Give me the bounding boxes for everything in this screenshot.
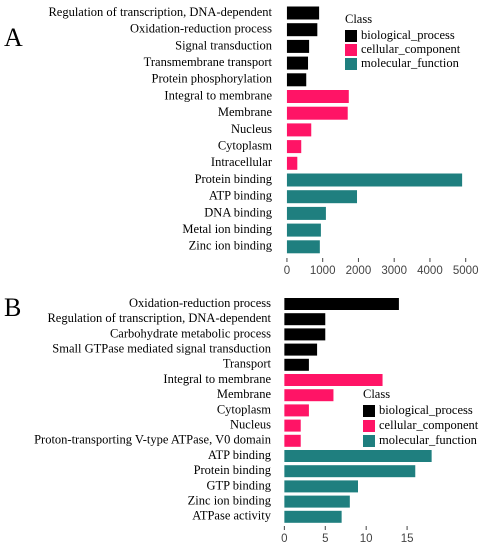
y-tick-label: DNA binding bbox=[204, 205, 272, 219]
y-tick-label: Regulation of transcription, DNA-depende… bbox=[48, 5, 272, 19]
bar bbox=[286, 223, 321, 237]
legend-label: cellular_component bbox=[379, 418, 479, 432]
bar bbox=[284, 419, 301, 432]
y-tick-label: Cytoplasm bbox=[218, 138, 272, 152]
y-tick-label: Protein binding bbox=[194, 463, 272, 477]
y-tick-label: Oxidation-reduction process bbox=[129, 296, 271, 310]
bar bbox=[284, 374, 383, 386]
bar bbox=[286, 206, 326, 220]
bar bbox=[286, 156, 298, 170]
y-tick-label: ATP binding bbox=[208, 448, 272, 462]
legend-label: biological_process bbox=[379, 403, 473, 417]
y-tick-label: Signal transduction bbox=[175, 38, 273, 52]
y-tick-label: Metal ion binding bbox=[182, 222, 272, 236]
y-tick-label: Protein phosphorylation bbox=[152, 72, 273, 86]
bar bbox=[284, 510, 342, 523]
bar bbox=[284, 495, 350, 508]
bar bbox=[286, 73, 307, 87]
x-tick-label: 0 bbox=[281, 533, 287, 545]
legend-label: biological_process bbox=[361, 28, 455, 42]
bar bbox=[284, 404, 309, 417]
y-tick-label: Zinc ion binding bbox=[189, 239, 273, 253]
legend-title: Class bbox=[345, 12, 372, 26]
legend-label: molecular_function bbox=[361, 56, 460, 70]
y-tick-label: Carbohydrate metabolic process bbox=[110, 326, 271, 340]
legend-swatch bbox=[345, 58, 357, 70]
panel-label: A bbox=[4, 23, 23, 52]
bar bbox=[286, 140, 302, 154]
bar bbox=[284, 465, 416, 478]
y-tick-label: Nucleus bbox=[230, 417, 271, 431]
y-tick-label: Integral to membrane bbox=[164, 88, 272, 102]
y-tick-label: Nucleus bbox=[231, 122, 272, 136]
bar bbox=[284, 358, 309, 371]
bar bbox=[284, 480, 358, 493]
y-tick-label: Protein binding bbox=[195, 172, 273, 186]
legend-swatch bbox=[363, 420, 375, 432]
y-tick-label: GTP binding bbox=[207, 478, 272, 492]
legend-title: Class bbox=[363, 387, 390, 401]
y-tick-label: Intracellular bbox=[211, 155, 273, 169]
bar bbox=[284, 298, 399, 310]
x-tick-label: 0 bbox=[284, 265, 290, 277]
bar bbox=[284, 328, 326, 341]
y-tick-label: ATP binding bbox=[209, 189, 273, 203]
x-tick-label: 2000 bbox=[346, 265, 372, 277]
x-tick-label: 10 bbox=[360, 533, 373, 545]
legend-label: cellular_component bbox=[361, 42, 461, 56]
y-tick-label: Transmembrane transport bbox=[144, 55, 273, 69]
legend-swatch bbox=[345, 44, 357, 56]
bar bbox=[284, 313, 326, 326]
y-tick-label: Cytoplasm bbox=[217, 402, 271, 416]
y-tick-label: Transport bbox=[223, 357, 272, 371]
bar bbox=[286, 123, 312, 137]
y-tick-label: Oxidation-reduction process bbox=[130, 22, 272, 36]
panel-label: B bbox=[4, 293, 21, 322]
bar bbox=[286, 106, 348, 120]
bar bbox=[286, 6, 320, 20]
x-tick-label: 15 bbox=[401, 533, 414, 545]
bar bbox=[286, 56, 309, 70]
x-tick-label: 5000 bbox=[453, 265, 479, 277]
x-tick-label: 1000 bbox=[310, 265, 336, 277]
bar bbox=[286, 39, 310, 53]
legend-swatch bbox=[363, 405, 375, 417]
legend-swatch bbox=[363, 435, 375, 447]
x-tick-label: 4000 bbox=[417, 265, 443, 277]
y-tick-label: Zinc ion binding bbox=[188, 493, 272, 507]
y-tick-label: Membrane bbox=[217, 387, 272, 401]
bar bbox=[284, 343, 318, 356]
y-tick-label: Small GTPase mediated signal transductio… bbox=[52, 341, 271, 355]
bar bbox=[286, 90, 349, 103]
bar bbox=[286, 240, 320, 254]
legend-swatch bbox=[345, 30, 357, 42]
bar bbox=[284, 389, 334, 402]
y-tick-label: ATPase activity bbox=[192, 509, 272, 523]
y-tick-label: Regulation of transcription, DNA-depende… bbox=[47, 311, 271, 325]
bar bbox=[286, 173, 463, 187]
bar bbox=[286, 190, 358, 204]
x-tick-label: 3000 bbox=[381, 265, 407, 277]
bar bbox=[286, 23, 318, 37]
y-tick-label: Membrane bbox=[218, 105, 273, 119]
bar bbox=[284, 450, 432, 462]
bar bbox=[284, 434, 301, 447]
y-tick-label: Integral to membrane bbox=[163, 372, 271, 386]
x-tick-label: 5 bbox=[322, 533, 328, 545]
legend-label: molecular_function bbox=[379, 433, 478, 447]
y-tick-label: Proton-transporting V-type ATPase, V0 do… bbox=[34, 433, 272, 447]
